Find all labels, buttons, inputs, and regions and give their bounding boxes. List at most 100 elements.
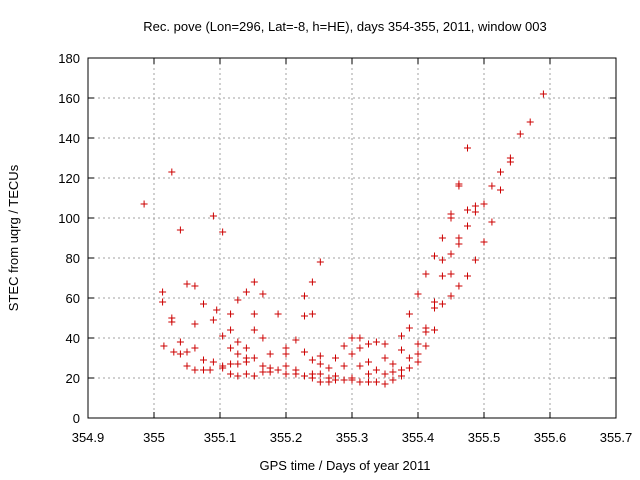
data-point xyxy=(405,364,413,372)
data-point xyxy=(365,358,372,366)
x-tick-label: 355.6 xyxy=(534,430,567,445)
data-point xyxy=(539,90,547,98)
data-point xyxy=(398,372,405,380)
x-tick-label: 355.3 xyxy=(336,430,369,445)
data-point xyxy=(414,340,422,348)
data-point xyxy=(234,338,242,346)
data-point xyxy=(227,344,235,352)
data-point xyxy=(365,378,372,386)
y-tick-label: 40 xyxy=(66,331,80,346)
data-point xyxy=(183,280,191,288)
data-point xyxy=(422,328,430,336)
data-point xyxy=(447,270,455,278)
data-point xyxy=(219,228,227,236)
data-point xyxy=(381,340,389,348)
data-point xyxy=(209,316,217,324)
data-point xyxy=(227,360,235,368)
data-point xyxy=(422,342,430,350)
data-point xyxy=(200,300,207,308)
data-point xyxy=(227,310,235,318)
data-point xyxy=(308,374,316,382)
data-point xyxy=(464,272,471,280)
data-point xyxy=(234,350,242,358)
data-point xyxy=(398,346,405,354)
data-point xyxy=(159,298,167,306)
x-tick-label: 355 xyxy=(143,430,165,445)
chart-title: Rec. pove (Lon=296, Lat=-8, h=HE), days … xyxy=(143,19,546,34)
data-point xyxy=(308,356,316,364)
data-point xyxy=(414,350,422,358)
data-point xyxy=(300,372,308,380)
data-point xyxy=(447,250,455,258)
data-point xyxy=(234,360,242,368)
data-point xyxy=(480,200,488,208)
data-point xyxy=(447,292,455,300)
data-point xyxy=(506,158,514,166)
data-point xyxy=(431,304,438,312)
data-point xyxy=(191,344,199,352)
data-point xyxy=(170,348,178,356)
data-point xyxy=(160,342,168,350)
data-point xyxy=(372,338,380,346)
data-point xyxy=(250,278,258,286)
data-point xyxy=(209,358,217,366)
data-point xyxy=(431,298,438,306)
data-point xyxy=(259,290,267,298)
data-point xyxy=(242,358,250,366)
data-point xyxy=(282,344,290,352)
y-tick-label: 60 xyxy=(66,291,80,306)
data-point xyxy=(414,358,422,366)
data-point xyxy=(227,326,235,334)
data-point xyxy=(464,206,471,214)
data-point xyxy=(447,214,455,222)
data-point xyxy=(497,186,504,194)
data-point xyxy=(340,376,348,384)
data-point xyxy=(176,338,184,346)
data-point xyxy=(206,366,214,374)
data-point xyxy=(455,182,463,190)
y-tick-label: 160 xyxy=(58,91,80,106)
data-point xyxy=(316,378,324,386)
data-point xyxy=(526,118,534,126)
data-point xyxy=(259,368,267,376)
y-tick-label: 0 xyxy=(73,411,80,426)
data-point xyxy=(191,366,199,374)
data-point xyxy=(266,368,274,376)
data-point xyxy=(365,370,372,378)
data-point xyxy=(250,354,258,362)
data-point xyxy=(356,378,364,386)
data-point xyxy=(332,354,339,362)
data-point xyxy=(389,376,397,384)
data-point xyxy=(140,200,148,208)
data-point xyxy=(372,378,380,386)
data-point xyxy=(455,240,463,248)
data-point xyxy=(398,332,405,340)
data-point xyxy=(176,350,184,358)
data-point xyxy=(250,372,258,380)
data-point xyxy=(497,168,504,176)
data-point xyxy=(356,344,364,352)
x-tick-label: 355.7 xyxy=(600,430,633,445)
data-point xyxy=(340,342,348,350)
data-point xyxy=(308,310,316,318)
data-point xyxy=(300,348,308,356)
data-point xyxy=(398,366,405,374)
data-point xyxy=(480,238,488,246)
data-point xyxy=(381,380,389,388)
data-point xyxy=(471,208,479,216)
data-point xyxy=(183,348,191,356)
data-point xyxy=(405,354,413,362)
y-tick-label: 20 xyxy=(66,371,80,386)
data-point xyxy=(274,366,282,374)
y-axis-label: STEC from uqrg / TECUs xyxy=(6,164,21,311)
data-point xyxy=(176,226,184,234)
data-point xyxy=(381,370,389,378)
data-point xyxy=(316,352,324,360)
data-point xyxy=(200,366,207,374)
data-point xyxy=(242,288,250,296)
data-point xyxy=(464,144,471,152)
data-point xyxy=(381,354,389,362)
data-point xyxy=(274,310,282,318)
data-point xyxy=(183,362,191,370)
data-point xyxy=(389,360,397,368)
